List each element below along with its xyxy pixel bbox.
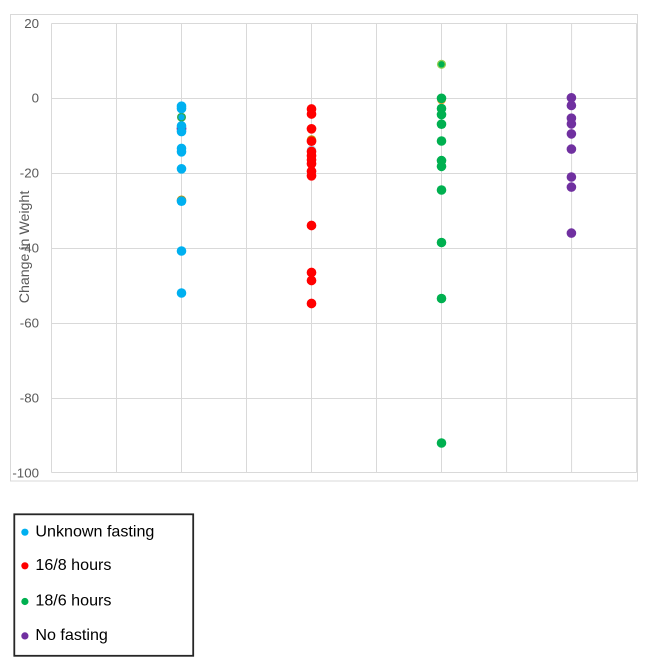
svg-text:-20: -20 <box>20 166 39 181</box>
svg-text:-100: -100 <box>12 465 39 480</box>
svg-text:Change in Weight: Change in Weight <box>17 191 33 304</box>
svg-text:0: 0 <box>32 91 39 106</box>
svg-text:-40: -40 <box>20 241 39 256</box>
svg-text:-60: -60 <box>20 316 39 331</box>
svg-text:-80: -80 <box>20 391 39 406</box>
svg-text:20: 20 <box>24 16 39 31</box>
svg-text:16/8 hours: 16/8 hours <box>35 556 111 574</box>
svg-text:No fasting: No fasting <box>35 626 107 644</box>
svg-text:Unknown fasting: Unknown fasting <box>35 522 154 540</box>
svg-text:18/6 hours: 18/6 hours <box>35 592 111 610</box>
